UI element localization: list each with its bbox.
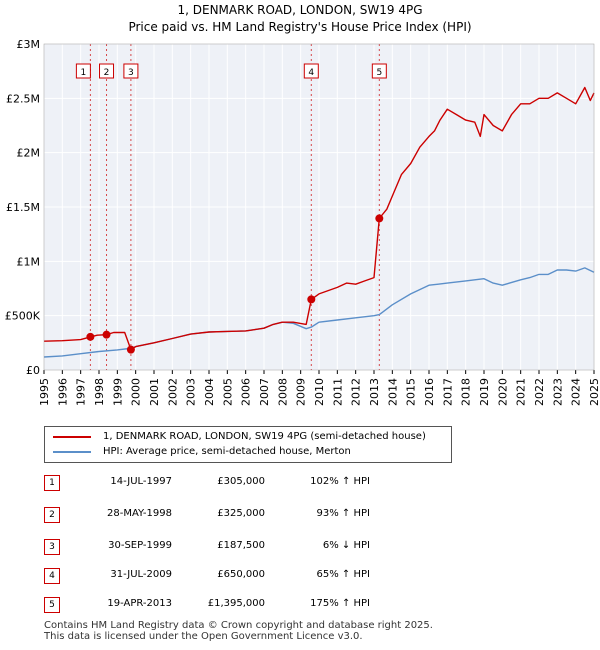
x-tick-label: 2008 bbox=[276, 378, 289, 406]
sale-number-badge: 5 bbox=[44, 597, 60, 613]
legend: 1, DENMARK ROAD, LONDON, SW19 4PG (semi-… bbox=[44, 426, 452, 463]
sale-date: 30-SEP-1999 bbox=[108, 540, 172, 551]
x-tick-label: 2020 bbox=[496, 378, 509, 406]
sale-label-box bbox=[75, 63, 91, 79]
x-tick-label: 2021 bbox=[515, 378, 528, 406]
sale-label-text: 1 bbox=[81, 68, 87, 78]
x-tick-label: 1995 bbox=[38, 378, 51, 406]
x-tick-label: 2010 bbox=[313, 378, 326, 406]
x-tick-label: 2024 bbox=[570, 378, 583, 406]
sale-label-text: 5 bbox=[376, 68, 382, 78]
sale-hpi-change: 102% ↑ HPI bbox=[310, 476, 370, 487]
y-tick-label: £500K bbox=[5, 310, 41, 323]
chart-title-line1: 1, DENMARK ROAD, LONDON, SW19 4PG bbox=[177, 3, 423, 17]
x-tick-label: 1998 bbox=[93, 378, 106, 406]
sale-label-box bbox=[303, 63, 319, 79]
sale-date: 31-JUL-2009 bbox=[110, 569, 172, 580]
legend-swatch-property bbox=[53, 436, 91, 438]
x-tick-label: 1996 bbox=[56, 378, 69, 406]
chart-title-line2: Price paid vs. HM Land Registry's House … bbox=[128, 20, 472, 34]
sale-price: £305,000 bbox=[217, 476, 265, 487]
sale-hpi-change: 6% ↓ HPI bbox=[322, 540, 370, 551]
footer-line2: This data is licensed under the Open Gov… bbox=[44, 631, 363, 642]
series-lines bbox=[43, 86, 595, 358]
x-axis: 1995 1996 1997 1998 1999 2000 2001 2002 2003 2004… bbox=[38, 43, 600, 406]
x-tick-label: 2012 bbox=[350, 378, 363, 406]
sale-number-labels: 1 2 3 4 5 bbox=[75, 63, 387, 79]
sale-markers bbox=[86, 214, 384, 354]
x-tick-label: 1999 bbox=[111, 378, 124, 406]
x-tick-label: 2000 bbox=[130, 378, 143, 406]
x-tick-label: 2023 bbox=[551, 378, 564, 406]
y-tick-label: £1.5M bbox=[6, 201, 40, 214]
sale-marker bbox=[375, 214, 384, 223]
footer-attribution: Contains HM Land Registry data © Crown c… bbox=[44, 620, 433, 642]
x-tick-label: 2006 bbox=[240, 378, 253, 406]
sale-price: £187,500 bbox=[217, 540, 265, 551]
x-tick-label: 2022 bbox=[533, 378, 546, 406]
sale-date: 19-APR-2013 bbox=[107, 598, 172, 609]
x-tick-label: 2002 bbox=[166, 378, 179, 406]
sale-marker bbox=[307, 295, 316, 304]
legend-label-property: 1, DENMARK ROAD, LONDON, SW19 4PG (semi-… bbox=[103, 431, 426, 442]
x-tick-label: 2013 bbox=[368, 378, 381, 406]
x-tick-label: 2016 bbox=[423, 378, 436, 406]
x-tick-label: 2009 bbox=[295, 378, 308, 406]
sale-marker bbox=[126, 345, 135, 354]
y-tick-label: £3M bbox=[17, 38, 41, 51]
sale-number-badge: 2 bbox=[44, 507, 60, 523]
sale-row: 3 30-SEP-1999 £187,500 6% ↓ HPI bbox=[0, 536, 600, 556]
sale-label-box bbox=[371, 63, 387, 79]
y-tick-label: £0 bbox=[26, 364, 40, 377]
x-tick-label: 1997 bbox=[75, 378, 88, 406]
sale-hpi-change: 65% ↑ HPI bbox=[316, 569, 370, 580]
sale-number-badge: 3 bbox=[44, 539, 60, 555]
sale-date: 14-JUL-1997 bbox=[110, 476, 172, 487]
sale-date: 28-MAY-1998 bbox=[106, 508, 172, 519]
x-tick-label: 2025 bbox=[588, 378, 600, 406]
footer-line1: Contains HM Land Registry data © Crown c… bbox=[44, 620, 433, 631]
sale-label-box bbox=[123, 63, 139, 79]
sale-label-text: 2 bbox=[104, 68, 110, 78]
x-tick-label: 2017 bbox=[441, 378, 454, 406]
sale-row: 2 28-MAY-1998 £325,000 93% ↑ HPI bbox=[0, 504, 600, 524]
plot-frame bbox=[43, 43, 595, 371]
x-tick-label: 2019 bbox=[478, 378, 491, 406]
y-tick-label: £2M bbox=[17, 147, 41, 160]
sale-price: £325,000 bbox=[217, 508, 265, 519]
sale-marker bbox=[86, 332, 95, 341]
x-tick-label: 2004 bbox=[203, 378, 216, 406]
y-axis: £0 £500K £1M £1.5M £2M £2.5M £3M bbox=[5, 38, 41, 377]
x-tick-label: 2007 bbox=[258, 378, 271, 406]
sale-number-badge: 1 bbox=[44, 475, 60, 491]
x-tick-label: 2018 bbox=[460, 378, 473, 406]
legend-swatch-hpi bbox=[53, 451, 91, 453]
x-tick-label: 2003 bbox=[185, 378, 198, 406]
x-tick-label: 2014 bbox=[386, 378, 399, 406]
sale-row: 1 14-JUL-1997 £305,000 102% ↑ HPI bbox=[0, 472, 600, 492]
sale-vertical-lines bbox=[89, 44, 380, 370]
sale-hpi-change: 175% ↑ HPI bbox=[310, 598, 370, 609]
sale-row: 4 31-JUL-2009 £650,000 65% ↑ HPI bbox=[0, 565, 600, 585]
sale-price: £650,000 bbox=[217, 569, 265, 580]
sale-number-badge: 4 bbox=[44, 568, 60, 584]
sale-label-box bbox=[99, 63, 115, 79]
sale-label-text: 4 bbox=[308, 68, 314, 78]
x-tick-label: 2015 bbox=[405, 378, 418, 406]
y-tick-label: £2.5M bbox=[6, 92, 40, 105]
property-price-line bbox=[43, 86, 595, 351]
sale-label-text: 3 bbox=[128, 68, 134, 78]
x-tick-label: 2011 bbox=[331, 378, 344, 406]
sale-hpi-change: 93% ↑ HPI bbox=[316, 508, 370, 519]
legend-label-hpi: HPI: Average price, semi-detached house,… bbox=[103, 446, 351, 457]
sale-row: 5 19-APR-2013 £1,395,000 175% ↑ HPI bbox=[0, 594, 600, 614]
x-tick-label: 2005 bbox=[221, 378, 234, 406]
y-tick-label: £1M bbox=[17, 255, 41, 268]
sale-price: £1,395,000 bbox=[207, 598, 265, 609]
sale-marker bbox=[102, 330, 111, 339]
x-tick-label: 2001 bbox=[148, 378, 161, 406]
chart-title: 1, DENMARK ROAD, LONDON, SW19 4PG Price … bbox=[0, 2, 600, 36]
